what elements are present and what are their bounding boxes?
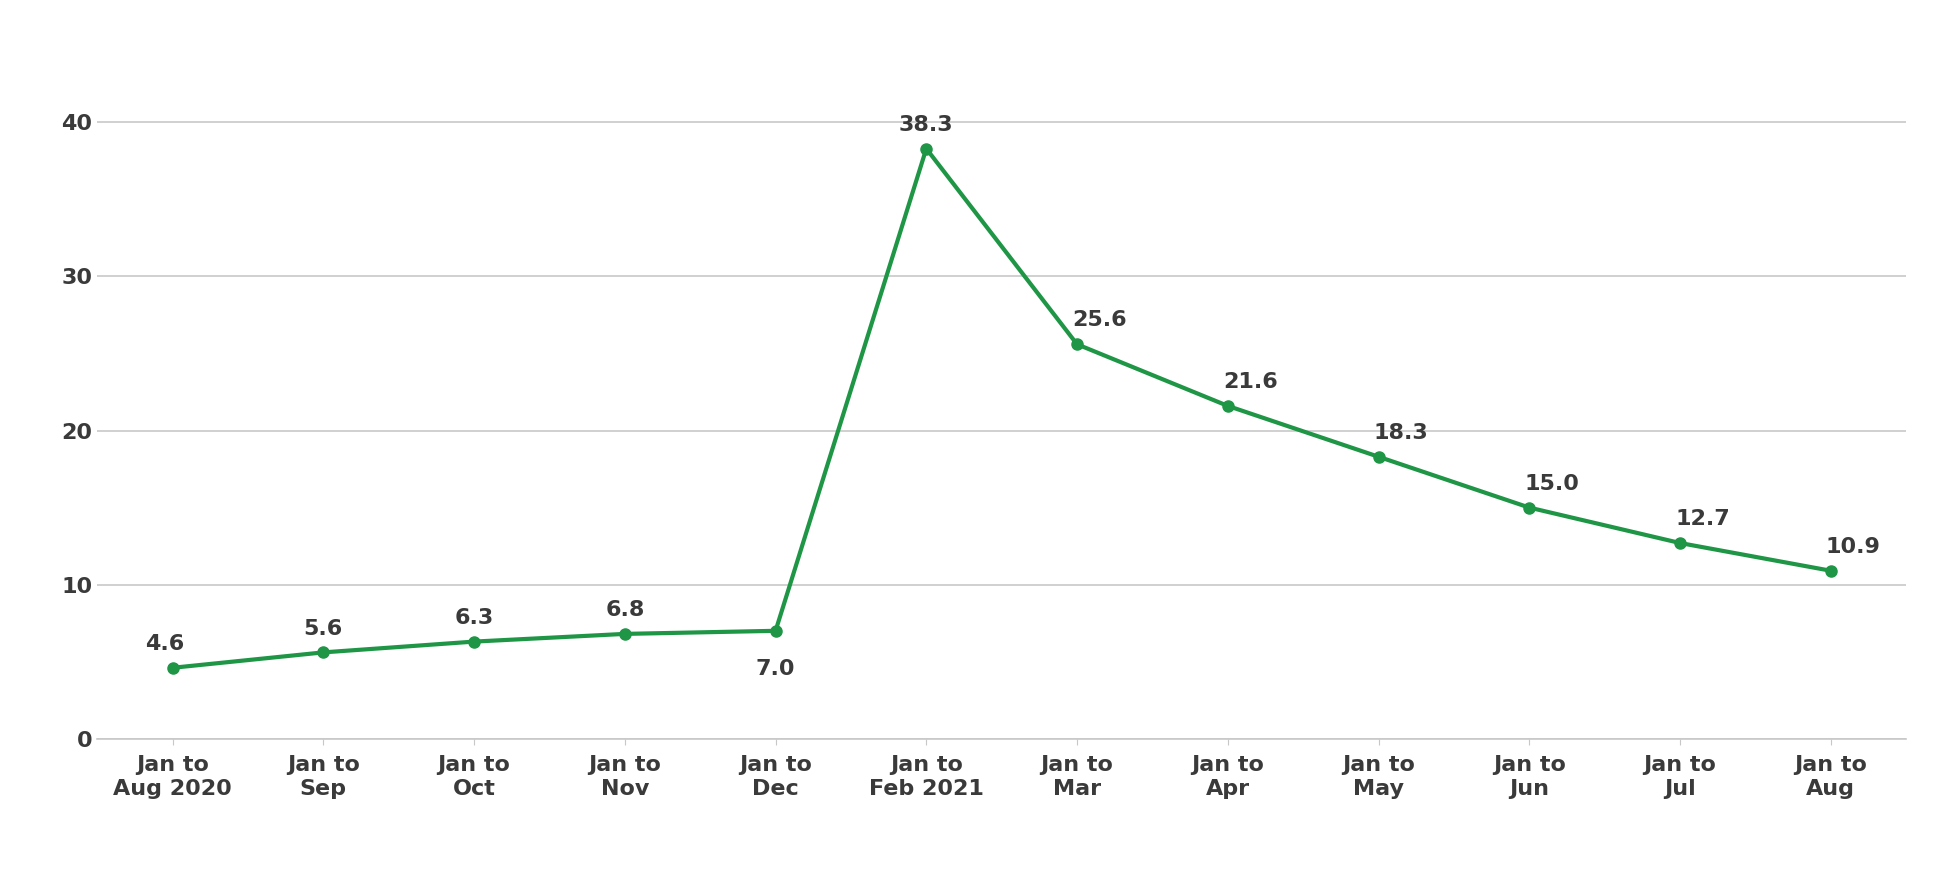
Text: 12.7: 12.7 bbox=[1675, 509, 1729, 529]
Text: 18.3: 18.3 bbox=[1373, 423, 1428, 443]
Text: 25.6: 25.6 bbox=[1072, 310, 1126, 330]
Text: 5.6: 5.6 bbox=[303, 619, 342, 639]
Text: 6.3: 6.3 bbox=[455, 607, 494, 627]
Text: 15.0: 15.0 bbox=[1525, 474, 1579, 494]
Text: 6.8: 6.8 bbox=[605, 600, 644, 620]
Text: 21.6: 21.6 bbox=[1223, 372, 1278, 392]
Text: 4.6: 4.6 bbox=[146, 634, 185, 653]
Text: 38.3: 38.3 bbox=[899, 115, 953, 135]
Text: 10.9: 10.9 bbox=[1826, 537, 1881, 557]
Text: 7.0: 7.0 bbox=[757, 659, 796, 679]
